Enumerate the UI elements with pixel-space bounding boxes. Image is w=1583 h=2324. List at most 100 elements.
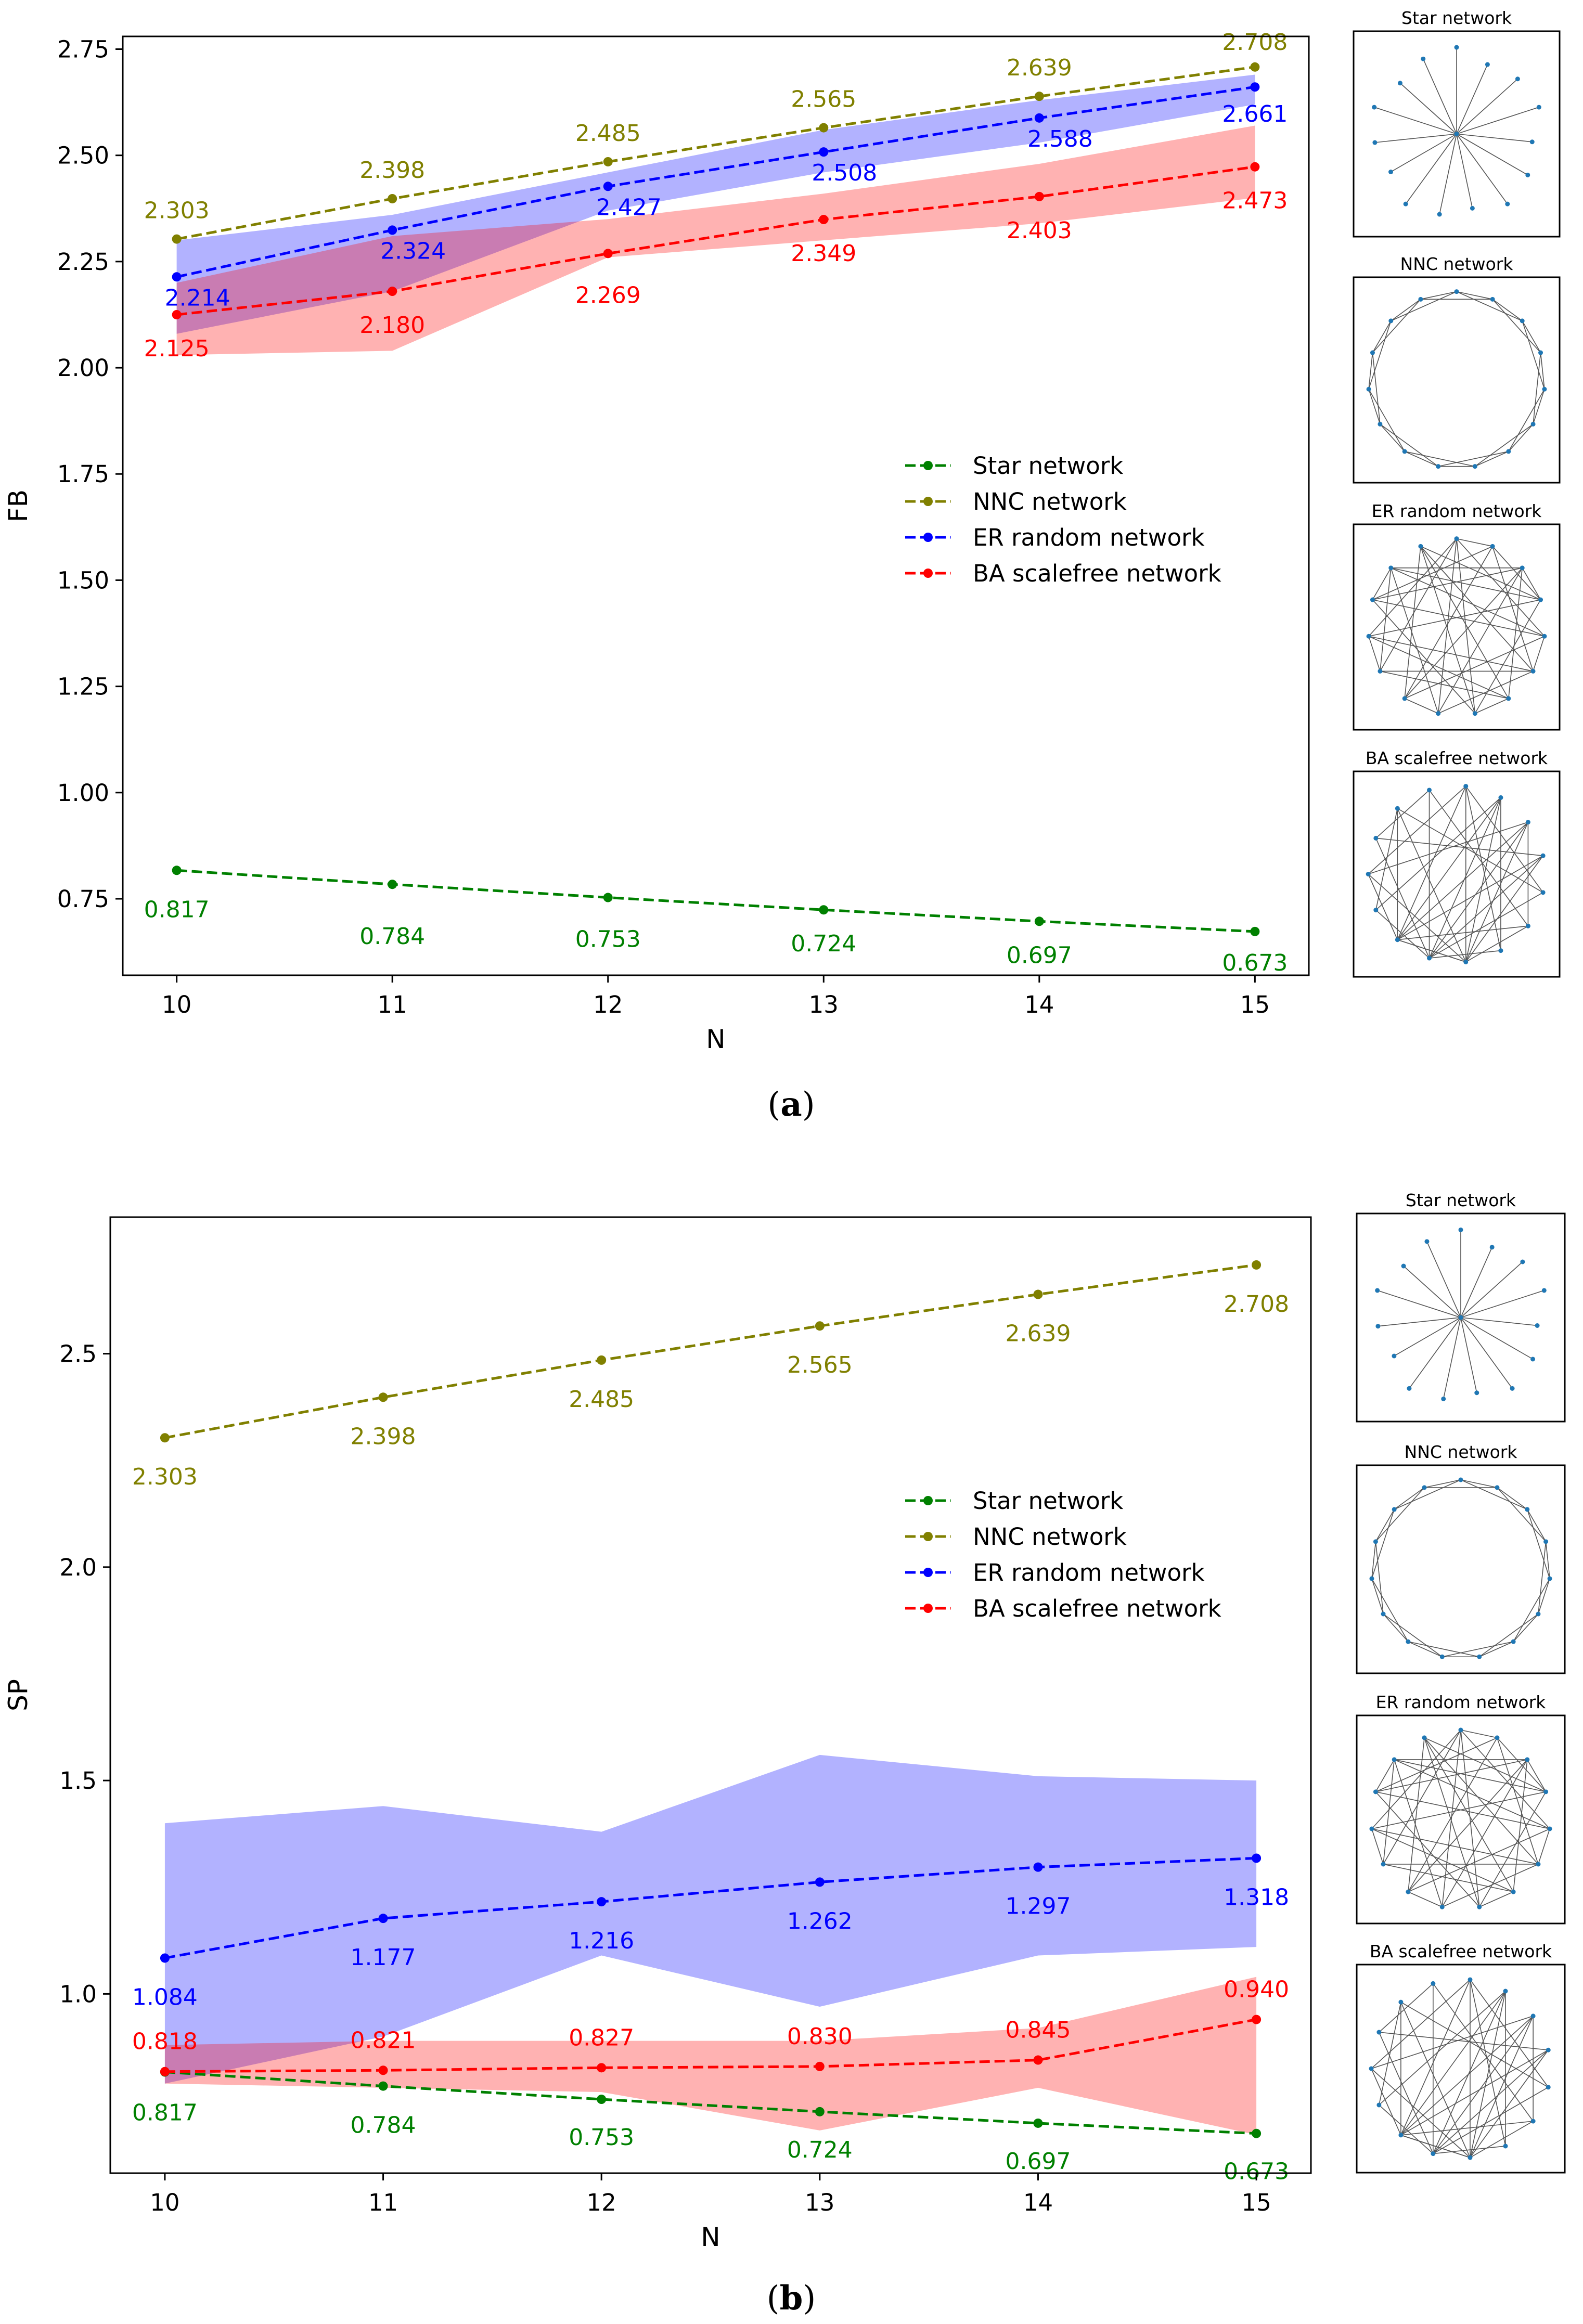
data-label-star-network: 0.817 [132,2100,198,2126]
network-edge [1460,1290,1545,1318]
network-edge [1371,2068,1471,2158]
network-node [1369,2066,1374,2071]
network-node [1543,1539,1549,1544]
network-edges [1377,1230,1545,1399]
network-edge [1465,797,1501,962]
network-edge [1375,808,1398,910]
network-node [1468,2155,1473,2160]
network-edge [1456,291,1523,321]
network-node [1376,2030,1382,2035]
network-edge [1371,1509,1395,1579]
network-node [1402,696,1407,701]
network-edge [1400,2002,1549,2088]
network-node [1422,1735,1427,1740]
network-edge [1379,1983,1434,2033]
network-edges [1368,785,1543,963]
point-er-random-network [1034,113,1044,123]
network-node [1381,1611,1386,1617]
network-node [1520,1259,1525,1264]
network-edge [1470,1979,1506,2147]
network-edge [1439,134,1457,215]
network-node [1470,205,1475,211]
network-edge [1479,1613,1539,1657]
network-node [1458,1477,1463,1482]
legend-label: BA scalefree network [973,1595,1221,1622]
network-edge [1372,599,1475,714]
network-edge [1513,1759,1528,1892]
network-edge [1465,822,1529,962]
network-node [1421,56,1426,61]
network-edge [1497,1737,1547,1792]
network-edge [1460,1729,1498,1738]
network-edge [1437,567,1523,714]
network-node [1436,464,1441,469]
network-node [1542,386,1547,392]
legend-marker [923,1604,933,1613]
network-edges [1368,538,1545,714]
network-edge [1479,1791,1547,1907]
network-edge [1383,1613,1443,1657]
network-edge [1371,1828,1384,1865]
y-axis-label: FB [3,489,33,522]
data-label-er-random-network: 1.084 [132,1984,198,2010]
network-node [1372,105,1377,110]
band-er-random-network [164,1754,1257,2084]
network-node [1369,1576,1374,1581]
network-node [1406,1889,1411,1894]
caption-a-close: ) [802,1086,815,1124]
network-edge [1378,1317,1461,1327]
network-edge [1374,133,1457,143]
y-tick-label: 1.75 [57,460,109,488]
network-edges [1368,291,1545,467]
band-er-random-network [176,74,1255,334]
network-edge [1527,1509,1550,1579]
legend-label: NNC network [973,1523,1127,1551]
legend-marker [923,533,933,542]
caption-b-close: ) [803,2279,816,2318]
data-label-star-network: 0.697 [1005,2148,1071,2175]
data-label-er-random-network: 2.324 [380,238,446,264]
network-edge [1408,1828,1550,1892]
network-node [1477,1654,1482,1659]
point-star-network [819,905,829,915]
network-node [1418,544,1423,549]
x-axis-label: N [701,2222,720,2252]
network-node [1454,289,1459,294]
point-ba-scalefree-network [160,2067,170,2076]
network-edge [1460,1247,1492,1318]
network-node [1529,139,1535,145]
network-edge [1428,797,1501,959]
network-node [1373,1789,1378,1794]
network-node [1498,948,1503,953]
y-tick-label: 1.00 [57,779,109,807]
data-label-ba-scalefree-network: 0.845 [1005,2017,1071,2044]
network-edge [1397,808,1543,893]
data-label-ba-scalefree-network: 0.830 [787,2023,853,2050]
network-edge [1492,299,1541,353]
point-ba-scalefree-network [172,309,182,319]
network-panel-title: BA scalefree network [1366,748,1548,768]
network-edge [1470,1979,1549,2088]
y-tick-label: 1.25 [57,673,109,701]
network-node [1520,565,1525,571]
x-tick-label: 12 [587,2189,616,2216]
network-edge [1380,423,1405,452]
data-label-ba-scalefree-network: 0.940 [1224,1977,1289,2003]
network-edge [1368,352,1373,390]
point-star-network [815,2107,825,2116]
y-tick-label: 1.50 [57,566,109,594]
point-star-network [378,2081,388,2091]
network-edge [1394,1479,1461,1510]
network-edge [1460,1729,1550,1829]
network-edge [1400,1979,1471,2136]
network-edge [1470,2016,1534,2158]
network-edge [1375,1759,1395,1792]
caption-b-letter: b [780,2279,803,2318]
network-edge [1404,451,1475,467]
network-node [1525,923,1530,928]
network-edge [1522,567,1541,600]
legend-marker [923,461,933,470]
network-node [1431,2151,1436,2157]
network-edge [1428,822,1529,959]
network-node [1511,1889,1516,1894]
